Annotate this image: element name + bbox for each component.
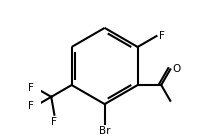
Text: F: F	[52, 116, 57, 127]
Text: F: F	[159, 31, 165, 41]
Text: F: F	[28, 83, 34, 93]
Text: Br: Br	[99, 126, 110, 136]
Text: O: O	[172, 64, 181, 74]
Text: F: F	[28, 101, 34, 111]
